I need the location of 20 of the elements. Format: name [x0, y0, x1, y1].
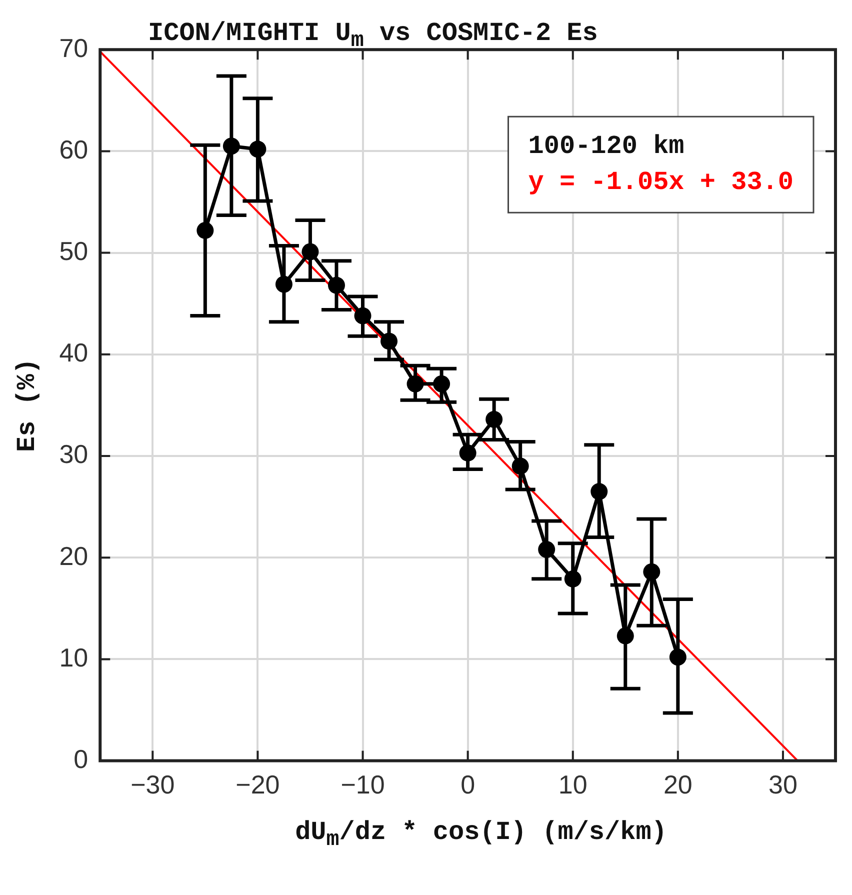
y-axis-title: Es (%) [12, 358, 42, 452]
legend-title: 100-120 km [528, 131, 684, 162]
x-axis-title: dU$_{m}$/dz * cos(I) (m/s/km) [294, 816, 668, 854]
x-tick-label: −20 [236, 770, 280, 800]
x-tick-label: 20 [663, 770, 692, 800]
x-tick-label: 10 [558, 770, 588, 800]
y-tick-label: 40 [59, 338, 88, 368]
x-tick-label: 30 [768, 770, 798, 800]
y-tick-label: 10 [59, 642, 88, 672]
y-tick-label: 50 [59, 236, 88, 266]
y-tick-label: 20 [59, 540, 88, 571]
x-tick-label: −10 [340, 770, 385, 800]
y-tick-label: 0 [74, 744, 88, 774]
text: y = -1.05x + 33.0 [528, 167, 794, 198]
y-tick-label: 70 [59, 32, 88, 63]
y-tick-label: 60 [59, 134, 88, 164]
y-tick-label: 30 [59, 439, 88, 470]
chart-title: ICON/MIGHTI U$_{m}$ vs COSMIC-2 Es [148, 17, 598, 56]
x-tick-label: 0 [460, 770, 476, 800]
x-tick-label: −30 [130, 770, 175, 800]
